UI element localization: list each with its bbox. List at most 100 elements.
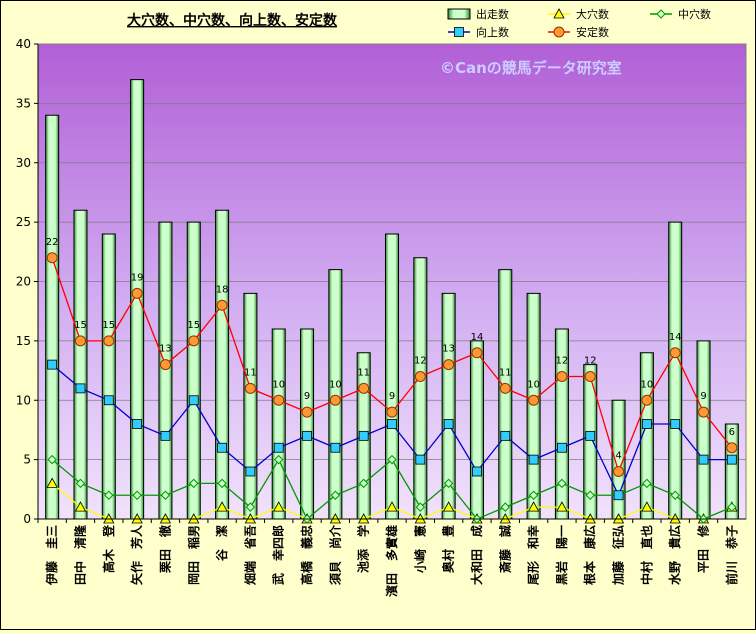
legend-label: 大穴数 bbox=[576, 7, 609, 21]
point bbox=[302, 430, 312, 441]
point bbox=[499, 382, 511, 394]
watermark: ©Canの競馬データ研究室 bbox=[440, 59, 622, 77]
point bbox=[273, 442, 284, 453]
series-circle: 22 15 15 19 13 15 18 11 10 9 10 11 9 12 13 14 11 10 12 12 4 1… bbox=[46, 237, 738, 477]
x-tick-label: 須貝 尚介 bbox=[327, 524, 342, 586]
bar bbox=[243, 292, 258, 520]
point bbox=[47, 454, 57, 465]
point bbox=[471, 347, 483, 359]
point bbox=[585, 430, 596, 441]
point bbox=[216, 299, 228, 311]
point bbox=[472, 466, 482, 477]
data-label: 12 bbox=[584, 356, 597, 367]
legend-label: 向上数 bbox=[476, 25, 509, 39]
y-tick-label: 35 bbox=[16, 96, 31, 110]
data-label: 12 bbox=[414, 356, 427, 367]
point bbox=[415, 502, 426, 512]
point bbox=[329, 394, 341, 406]
point bbox=[103, 395, 114, 406]
bar bbox=[498, 269, 513, 520]
point bbox=[585, 490, 595, 500]
point bbox=[528, 490, 539, 500]
point bbox=[74, 335, 86, 347]
point bbox=[528, 454, 539, 465]
point bbox=[159, 359, 171, 371]
x-tick-label: 谷 潔 bbox=[214, 525, 229, 561]
point bbox=[656, 9, 666, 19]
x-tick-label: 岡田 稲男 bbox=[186, 525, 201, 585]
point bbox=[131, 287, 143, 299]
data-label: 15 bbox=[102, 320, 115, 331]
data-label: 11 bbox=[244, 367, 257, 378]
x-tick-label: 斎藤 誠 bbox=[497, 525, 512, 573]
y-tick-label: 30 bbox=[16, 156, 31, 170]
point bbox=[557, 478, 567, 489]
point bbox=[245, 466, 256, 477]
point bbox=[500, 502, 510, 512]
point bbox=[245, 502, 256, 512]
point bbox=[104, 490, 114, 500]
bar bbox=[328, 269, 343, 520]
point bbox=[442, 501, 455, 512]
point bbox=[160, 490, 171, 500]
x-tick-label: 畑端 省吾 bbox=[242, 525, 257, 585]
point bbox=[216, 501, 228, 512]
point bbox=[301, 406, 313, 418]
point bbox=[553, 26, 565, 38]
point bbox=[613, 490, 624, 501]
data-label: 19 bbox=[131, 272, 144, 283]
point bbox=[726, 442, 738, 454]
point bbox=[443, 419, 454, 429]
point bbox=[217, 478, 227, 489]
x-tick-label: 奥村 豊 bbox=[441, 525, 456, 573]
bar bbox=[469, 340, 484, 520]
x-tick-label: 前川 恭子 bbox=[724, 525, 739, 585]
point bbox=[698, 406, 710, 418]
point bbox=[500, 430, 511, 441]
bar bbox=[384, 233, 400, 520]
point bbox=[556, 501, 568, 512]
x-tick-label: 高橋 義忠 bbox=[299, 525, 314, 585]
bar bbox=[130, 79, 145, 520]
x-tick-label: 黒岩 陽一 bbox=[554, 525, 569, 585]
data-label: 9 bbox=[700, 391, 706, 402]
point bbox=[74, 501, 87, 512]
data-label: 13 bbox=[442, 344, 455, 355]
bar bbox=[186, 221, 201, 520]
point bbox=[641, 501, 653, 512]
legend-item: 出走数 bbox=[447, 7, 509, 21]
x-tick-label: 尾形 和幸 bbox=[526, 525, 541, 585]
bar bbox=[271, 328, 286, 520]
point bbox=[414, 371, 426, 382]
data-label: 15 bbox=[74, 320, 87, 331]
point bbox=[217, 442, 227, 453]
x-tick-label: 栗田 徹 bbox=[157, 524, 172, 573]
y-tick-label: 5 bbox=[23, 453, 31, 467]
point bbox=[670, 419, 681, 429]
point bbox=[386, 501, 398, 512]
legend-item: 大穴数 bbox=[548, 7, 609, 21]
point bbox=[386, 406, 398, 418]
point bbox=[698, 454, 709, 465]
x-tick-label: 平田 修 bbox=[696, 524, 711, 573]
data-label: 18 bbox=[216, 284, 229, 295]
point bbox=[273, 501, 285, 512]
point bbox=[330, 442, 341, 453]
x-tick-label: 池添 学 bbox=[356, 525, 371, 573]
point bbox=[103, 335, 115, 347]
legend-label: 中穴数 bbox=[678, 7, 711, 21]
chart-title: 大穴数、中穴数、向上数、安定数 bbox=[127, 12, 338, 29]
data-label: 10 bbox=[527, 379, 540, 390]
point bbox=[189, 478, 199, 489]
legend-item: 安定数 bbox=[548, 25, 609, 39]
y-tick-label: 15 bbox=[16, 334, 31, 348]
point bbox=[273, 394, 285, 406]
point bbox=[132, 419, 143, 429]
point bbox=[527, 501, 540, 512]
data-label: 11 bbox=[357, 367, 370, 378]
data-label: 9 bbox=[389, 391, 395, 402]
x-tick-label: 高木 登 bbox=[101, 524, 116, 573]
data-label: 9 bbox=[304, 391, 310, 402]
legend-label: 出走数 bbox=[476, 7, 509, 21]
data-label: 4 bbox=[615, 451, 621, 462]
